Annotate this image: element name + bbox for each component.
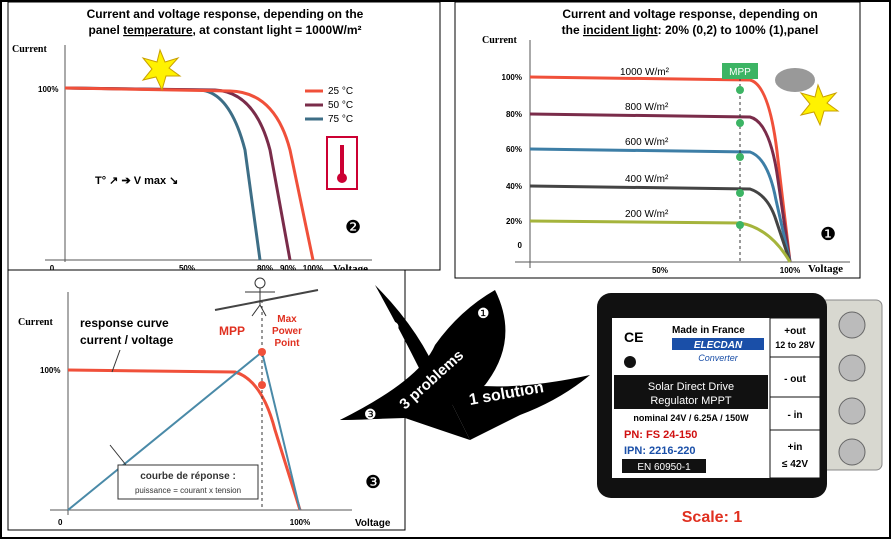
x-tick-label: 0: [58, 518, 63, 527]
title-part: incident light: [583, 23, 658, 37]
ipn: IPN: 2216-220: [624, 445, 696, 457]
title-part: , at constant light = 1000W/m²: [193, 23, 362, 37]
brand: ELECDAN: [694, 340, 743, 351]
y-tick-label: 20%: [506, 217, 522, 226]
screw: [839, 312, 865, 338]
title: panel temperature, at constant light = 1…: [88, 23, 361, 37]
mpp-label: MPP: [729, 67, 751, 78]
y-axis-label: Current: [482, 35, 517, 46]
x-tick-label: 100%: [290, 518, 310, 527]
y-tick-label: 100%: [502, 73, 522, 82]
y-tick-label: 60%: [506, 145, 522, 154]
terminal-label: - in: [788, 410, 803, 421]
scale-label: Scale: 1: [682, 509, 743, 526]
mpp-note: Power: [272, 326, 302, 337]
curve-label: 400 W/m²: [625, 174, 669, 185]
badge: ❸: [364, 406, 377, 422]
panel-border: [8, 2, 440, 270]
mpp-dot: [736, 221, 744, 229]
legend-label: 25 °C: [328, 86, 353, 97]
screw: [839, 439, 865, 465]
title-part: panel: [88, 23, 123, 37]
temperature-panel: Current and voltage response, depending …: [8, 2, 440, 275]
curve-label: 600 W/m²: [625, 137, 669, 148]
legend-label: 75 °C: [328, 114, 353, 125]
standard: EN 60950-1: [637, 462, 691, 473]
y-tick-label: 40%: [506, 182, 522, 191]
y-axis-label: Current: [12, 44, 47, 55]
curve-label: 200 W/m²: [625, 209, 669, 220]
y-tick-label: 100%: [40, 366, 60, 375]
badge: ❶: [820, 224, 836, 244]
terminal-label: +in: [788, 442, 803, 453]
mpp-dot: [736, 189, 744, 197]
mpp-dot: [736, 86, 744, 94]
badge: ❸: [365, 472, 381, 492]
y-tick-label: 0: [518, 241, 523, 250]
terminal-label: ≤ 42V: [782, 459, 808, 470]
mpp-note: Point: [275, 338, 301, 349]
description: Solar Direct Drive: [648, 381, 734, 393]
pn: PN: FS 24-150: [624, 429, 697, 441]
mpp-dot: [258, 348, 266, 356]
terminal-label: 12 to 28V: [775, 340, 815, 350]
terminal-label: +out: [784, 326, 806, 337]
curve-label: 1000 W/m²: [620, 67, 670, 78]
badge: ❷: [387, 319, 400, 335]
badge: ❶: [477, 305, 490, 321]
cloud-icon: [775, 68, 815, 92]
title-part: temperature: [123, 23, 193, 37]
title-part: the: [562, 23, 583, 37]
made-in: Made in France: [672, 325, 745, 336]
annotation: response curve: [80, 316, 169, 330]
terminal-label: - out: [784, 374, 806, 385]
thermometer-bulb: [337, 173, 347, 183]
current-dot: [258, 381, 266, 389]
title: Current and voltage response, depending …: [87, 7, 364, 21]
y-tick-label: 100%: [38, 85, 58, 94]
x-tick-label: 50%: [652, 266, 668, 275]
annotation: current / voltage: [80, 333, 174, 347]
x-axis-label: Voltage: [355, 518, 391, 529]
annotation: T° ↗ ➔ V max ↘: [95, 175, 178, 187]
mpp-label: MPP: [219, 324, 245, 338]
title: Current and voltage response, depending …: [562, 7, 817, 21]
y-tick-label: 80%: [506, 110, 522, 119]
x-tick-label: 100%: [780, 266, 800, 275]
legend-label: 50 °C: [328, 100, 353, 111]
brand-sub: Converter: [698, 353, 739, 363]
infographic: Current and voltage response, depending …: [0, 0, 891, 539]
logo: [624, 356, 636, 368]
description: Regulator MPPT: [650, 395, 732, 407]
curve-label: 800 W/m²: [625, 102, 669, 113]
mpp-dot: [736, 153, 744, 161]
mpp-dot: [736, 119, 744, 127]
title-part: : 20% (0,2) to 100% (1),panel: [658, 23, 819, 37]
nominal: nominal 24V / 6.25A / 150W: [633, 413, 749, 423]
note: puissance = courant x tension: [135, 486, 241, 495]
mpp-note: Max: [277, 314, 297, 325]
y-axis-label: Current: [18, 317, 53, 328]
ce-mark: CE: [624, 329, 643, 345]
light-panel: Current and voltage response, depending …: [455, 2, 860, 278]
screw: [839, 398, 865, 424]
x-axis-label: Voltage: [808, 263, 843, 275]
note: courbe de réponse :: [140, 471, 236, 482]
mpp-panel: Current Voltage 100% 0 100% response cur…: [8, 270, 405, 530]
screw: [839, 355, 865, 381]
title: the incident light: 20% (0,2) to 100% (1…: [562, 23, 819, 37]
badge: ❷: [345, 217, 361, 237]
